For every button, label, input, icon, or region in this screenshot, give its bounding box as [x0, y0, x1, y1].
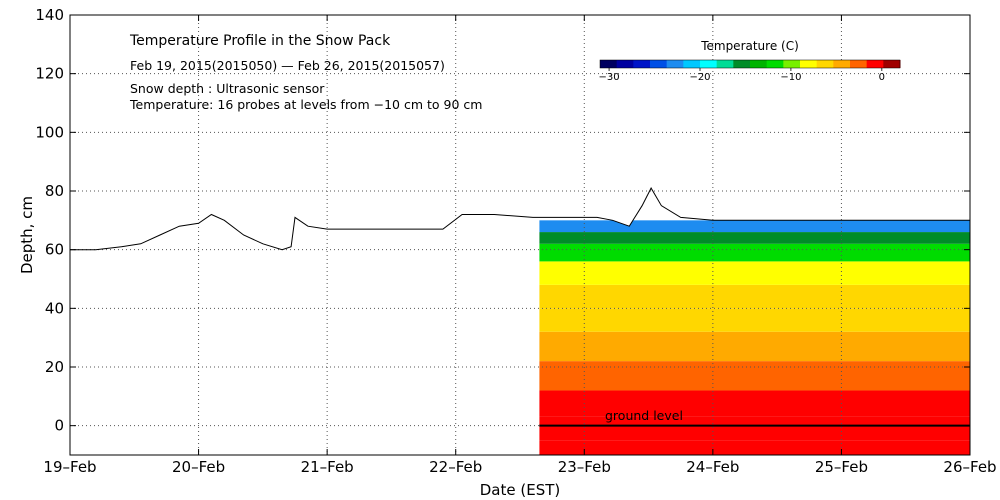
colorbar-cell-5: [683, 60, 701, 68]
y-tick-label-2: 40: [45, 299, 64, 317]
colorbar-cell-0: [600, 60, 618, 68]
x-tick-label-2: 21–Feb: [301, 458, 354, 476]
chart-title: Temperature Profile in the Snow Pack: [129, 33, 391, 49]
temperature-band-7: [539, 261, 970, 285]
colorbar-frame: [599, 59, 901, 69]
colorbar-cell-4: [666, 60, 684, 68]
temperature-band-5: [539, 308, 970, 332]
y-tick-label-0: 0: [54, 417, 64, 435]
colorbar-tick-label-0: −30: [599, 72, 620, 83]
grid: [70, 15, 970, 455]
colorbar-cell-8: [733, 60, 751, 68]
temperature-band-1: [539, 416, 970, 441]
temperature-band-2: [539, 390, 970, 417]
colorbar-tick-label-2: −10: [780, 72, 801, 83]
x-tick-label-7: 26–Feb: [943, 458, 996, 476]
colorbar-cell-11: [783, 60, 801, 68]
ground-level-label: ground level: [605, 408, 683, 423]
x-axis-label: Date (EST): [480, 481, 561, 499]
colorbar-cell-14: [833, 60, 851, 68]
y-tick-label-7: 140: [35, 6, 64, 24]
colorbar-cell-2: [633, 60, 651, 68]
plot-area: [70, 15, 970, 455]
temperature-band-10: [539, 220, 970, 233]
colorbar-cell-15: [850, 60, 868, 68]
temperature-band-4: [539, 331, 970, 362]
y-axis-label: Depth, cm: [18, 196, 36, 274]
colorbar-cell-6: [700, 60, 718, 68]
temperature-band-0: [539, 440, 970, 455]
axes: 19–Feb 20–Feb 21–Feb 22–Feb 23–Feb 24–Feb 25–F…: [35, 6, 996, 476]
colorbar-cell-17: [883, 60, 901, 68]
x-tick-label-5: 24–Feb: [686, 458, 739, 476]
colorbar-tick-label-1: −20: [689, 72, 710, 83]
x-tick-label-3: 22–Feb: [429, 458, 482, 476]
colorbar-cell-3: [650, 60, 668, 68]
temperature-band-3: [539, 361, 970, 391]
colorbar-cell-12: [800, 60, 818, 68]
y-tick-label-3: 60: [45, 241, 64, 259]
colorbar-tick-label-3: 0: [879, 72, 885, 83]
colorbar-cell-7: [716, 60, 734, 68]
x-tick-label-4: 23–Feb: [558, 458, 611, 476]
temperature-band-8: [539, 243, 970, 262]
colorbar-title: Temperature (C): [700, 39, 799, 53]
x-tick-label-0: 19–Feb: [43, 458, 96, 476]
colorbar-cell-9: [750, 60, 768, 68]
plot-frame: [69, 14, 971, 456]
colorbar-cell-10: [766, 60, 784, 68]
y-tick-label-5: 100: [35, 123, 64, 141]
colorbar-cell-13: [816, 60, 834, 68]
annotation-probes: Temperature: 16 probes at levels from −1…: [129, 97, 482, 112]
temperature-band-6: [539, 284, 970, 309]
y-tick-label-1: 20: [45, 358, 64, 376]
temperature-colorbar: Temperature (C) −30 −20 −10 0: [599, 39, 901, 83]
colorbar-cell-16: [866, 60, 884, 68]
colorbar-cell-1: [616, 60, 634, 68]
y-tick-label-4: 80: [45, 182, 64, 200]
x-tick-label-6: 25–Feb: [815, 458, 868, 476]
y-tick-label-6: 120: [35, 65, 64, 83]
annotation-depth-source: Snow depth : Ultrasonic sensor: [130, 81, 325, 96]
chart-subtitle: Feb 19, 2015(2015050) — Feb 26, 2015(201…: [130, 58, 445, 73]
temperature-band-9: [539, 232, 970, 244]
temperature-field: [539, 220, 970, 455]
snow-depth-series-line: [70, 187, 970, 251]
x-tick-label-1: 20–Feb: [172, 458, 225, 476]
